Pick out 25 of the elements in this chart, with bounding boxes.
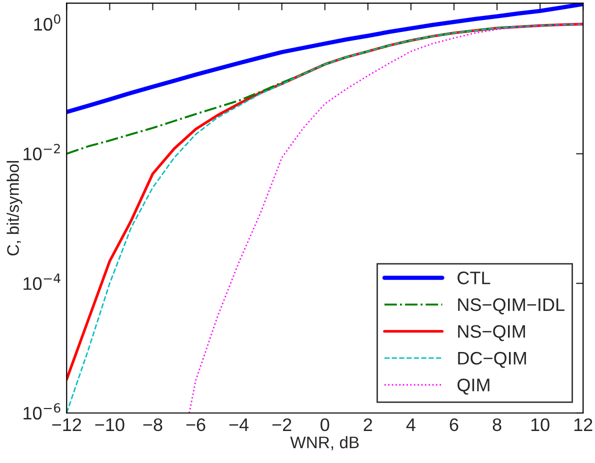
x-tick-label: 6 [450, 418, 458, 432]
x-axis-title: WNR, dB [290, 436, 359, 450]
y-tick-label: 10$^{0}$ [34, 14, 60, 31]
line-series [188, 23, 584, 413]
y-axis-title: C, bit/symbol [6, 161, 22, 256]
legend-label: QIM [458, 378, 490, 395]
x-tick-label: −8 [143, 418, 162, 432]
x-tick-label: 2 [364, 418, 372, 431]
x-tick-label: 0 [320, 418, 330, 432]
y-tick-label: 10$^{−4}$ [24, 274, 60, 290]
y-tick-label: 10$^{−2}$ [24, 144, 60, 160]
x-tick-label: −12 [52, 418, 82, 431]
y-tick-label: 10$^{−6}$ [24, 403, 60, 420]
legend-label: NS−QIM [458, 325, 525, 342]
x-tick-label: −2 [272, 418, 292, 431]
x-tick-label: 8 [492, 418, 502, 432]
x-tick-label: 12 [574, 418, 592, 431]
legend-label: DC−QIM [458, 352, 526, 368]
x-tick-label: −6 [186, 418, 206, 432]
x-tick-label: −10 [95, 418, 124, 432]
x-tick-label: −4 [229, 418, 249, 431]
legend-label: CTL [458, 272, 490, 284]
legend-label: NS−QIM−IDL [458, 298, 564, 314]
x-tick-label: 10 [531, 418, 550, 432]
x-tick-label: 4 [406, 418, 416, 431]
